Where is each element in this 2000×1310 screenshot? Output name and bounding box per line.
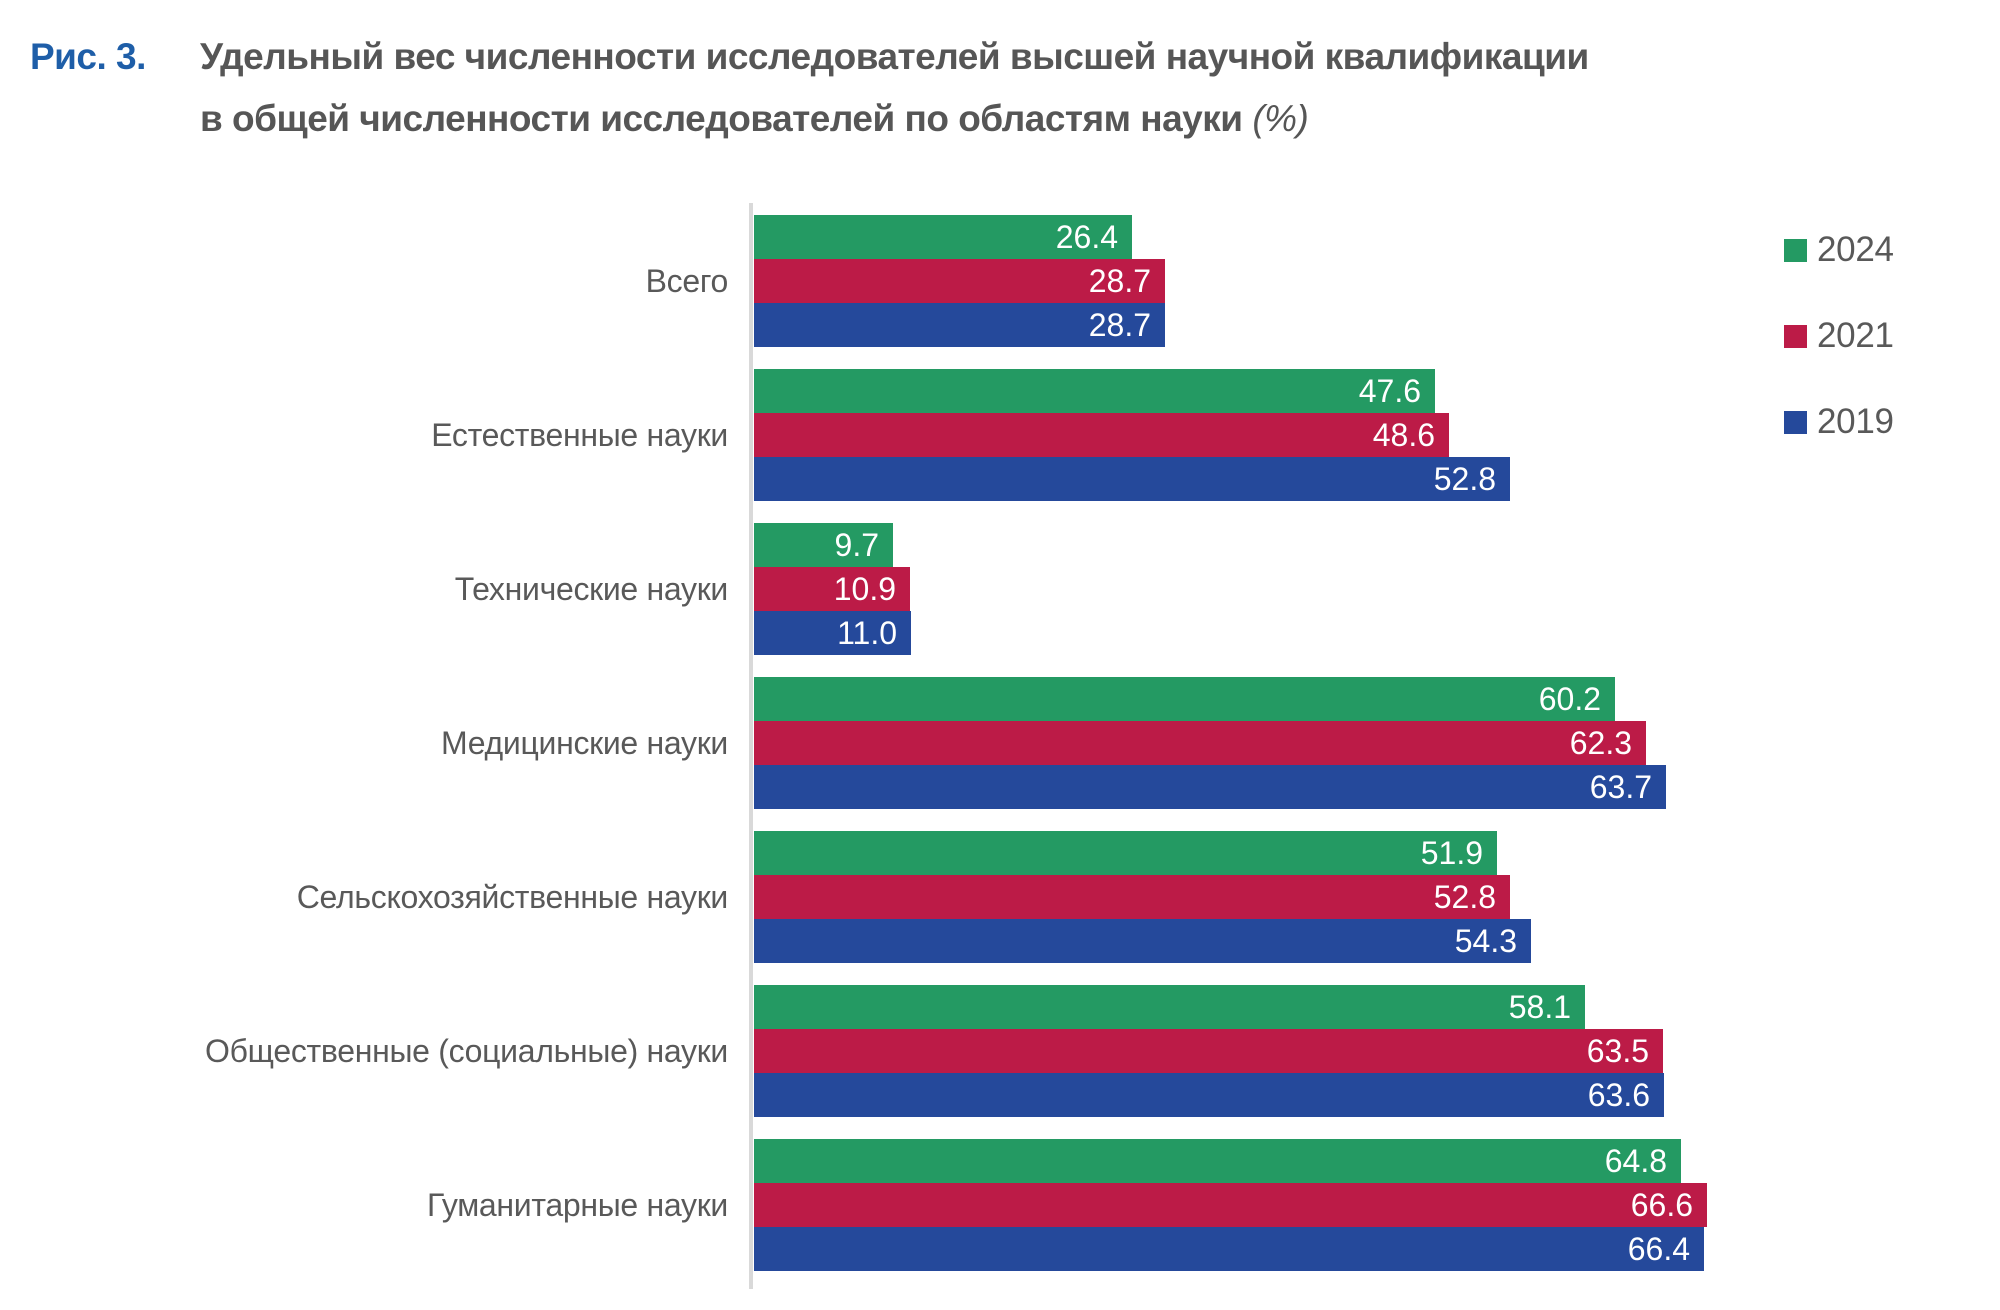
y-axis-line — [749, 203, 753, 1289]
bar-2021: 48.6 — [754, 413, 1449, 457]
bar-2019: 52.8 — [754, 457, 1510, 501]
bar-value-label: 64.8 — [1604, 1142, 1667, 1179]
legend-item-2021: 2021 — [1784, 314, 1894, 358]
bar-value-label: 52.8 — [1433, 460, 1496, 497]
bar-2024: 47.6 — [754, 369, 1435, 413]
bar-2021: 52.8 — [754, 875, 1510, 919]
bar-2021: 63.5 — [754, 1029, 1663, 1073]
legend-swatch-2024 — [1784, 238, 1807, 262]
category-label: Естественные науки — [431, 416, 728, 453]
legend-swatch-2019 — [1784, 410, 1807, 434]
bar-2024: 60.2 — [754, 677, 1615, 721]
bar-value-label: 48.6 — [1372, 416, 1435, 453]
category-label: Сельскохозяйственные науки — [296, 878, 729, 915]
bar-2024: 58.1 — [754, 985, 1585, 1029]
bar-value-label: 62.3 — [1569, 724, 1632, 761]
bar-2021: 28.7 — [754, 259, 1165, 303]
bar-value-label: 66.6 — [1630, 1186, 1693, 1223]
bar-value-label: 63.5 — [1586, 1032, 1649, 1069]
bar-value-label: 63.7 — [1589, 768, 1652, 805]
bar-value-label: 60.2 — [1538, 680, 1601, 717]
legend-label-2021: 2021 — [1817, 316, 1894, 355]
bar-2024: 9.7 — [754, 523, 893, 567]
bar-2021: 66.6 — [754, 1183, 1707, 1227]
bar-value-label: 10.9 — [833, 570, 896, 607]
bar-2019: 28.7 — [754, 303, 1165, 347]
bar-2019: 11.0 — [754, 611, 911, 655]
bar-value-label: 11.0 — [837, 614, 897, 651]
bar-value-label: 58.1 — [1508, 988, 1571, 1025]
legend-label-2024: 2024 — [1817, 230, 1894, 269]
bar-value-label: 26.4 — [1055, 218, 1118, 255]
figure-title-line2: в общей численности исследователей по об… — [200, 98, 1243, 139]
bar-2019: 63.6 — [754, 1073, 1664, 1117]
legend-swatch-2021 — [1784, 324, 1807, 348]
bar-value-label: 54.3 — [1454, 922, 1517, 959]
legend-label-2019: 2019 — [1817, 402, 1894, 441]
bar-2021: 62.3 — [754, 721, 1646, 765]
bar-2024: 64.8 — [754, 1139, 1681, 1183]
bar-value-label: 28.7 — [1088, 262, 1151, 299]
bar-value-label: 28.7 — [1088, 306, 1151, 343]
bar-2019: 66.4 — [754, 1227, 1704, 1271]
bar-value-label: 9.7 — [834, 526, 879, 563]
figure-title-line1: Удельный вес численности исследователей … — [200, 36, 1589, 77]
category-label: Технические науки — [454, 570, 729, 607]
bar-2019: 63.7 — [754, 765, 1666, 809]
bar-value-label: 63.6 — [1587, 1076, 1650, 1113]
legend-item-2024: 2024 — [1784, 228, 1894, 272]
bar-value-label: 51.9 — [1420, 834, 1483, 871]
figure-title-unit: (%) — [1252, 98, 1309, 139]
figure-title: Удельный вес численности исследователей … — [200, 26, 1589, 150]
bar-value-label: 52.8 — [1433, 878, 1496, 915]
legend-item-2019: 2019 — [1784, 400, 1894, 444]
bar-2019: 54.3 — [754, 919, 1531, 963]
category-label: Всего — [645, 262, 729, 299]
category-label: Общественные (социальные) науки — [205, 1032, 728, 1069]
bar-2024: 51.9 — [754, 831, 1497, 875]
category-label: Медицинские науки — [441, 724, 728, 761]
category-label: Гуманитарные науки — [426, 1186, 728, 1223]
figure-label: Рис. 3. — [30, 36, 146, 77]
bar-2021: 10.9 — [754, 567, 910, 611]
bar-value-label: 66.4 — [1627, 1230, 1690, 1267]
bar-value-label: 47.6 — [1358, 372, 1421, 409]
title-block: Рис. 3. Удельный вес численности исследо… — [30, 26, 1970, 150]
bar-2024: 26.4 — [754, 215, 1132, 259]
